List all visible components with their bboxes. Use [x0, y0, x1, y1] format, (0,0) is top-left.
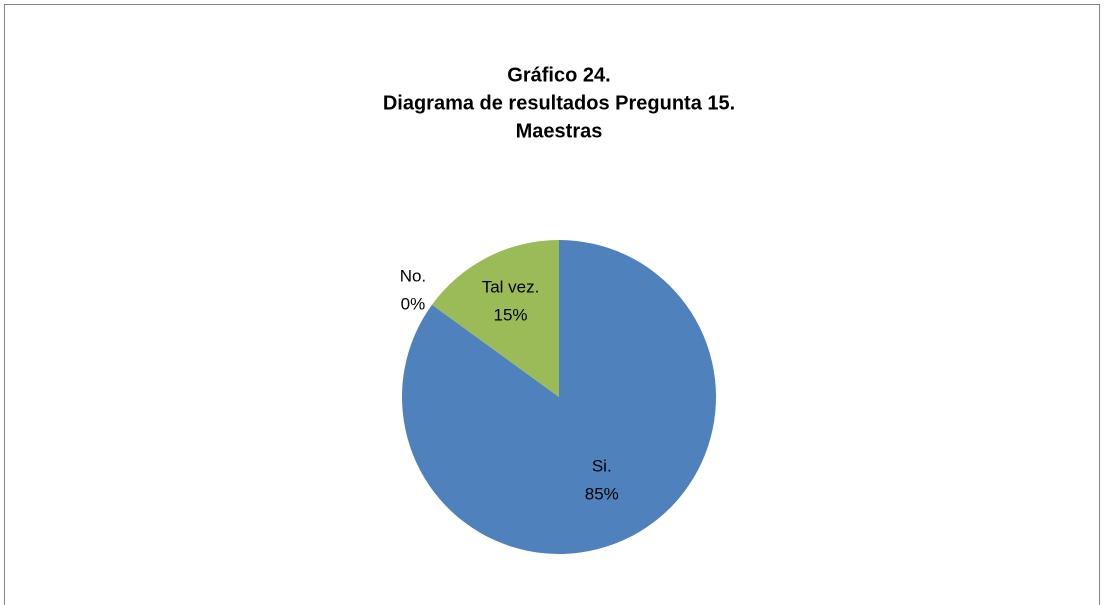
chart-title: Diagrama de resultados Pregunta 15.	[383, 92, 735, 114]
data-label-value: 85%	[585, 484, 619, 503]
data-label: No. 0%	[400, 266, 426, 313]
chart-title: Maestras	[516, 120, 603, 142]
data-label: Tal vez. 15%	[482, 277, 540, 324]
data-label-value: 0%	[401, 294, 426, 313]
data-label-value: 15%	[494, 305, 528, 324]
chart-title: Gráfico 24.	[507, 64, 610, 86]
pie-slice	[431, 240, 559, 397]
data-label-category: Si.	[592, 456, 612, 475]
data-label: Si. 85%	[585, 456, 619, 503]
data-label-category: No.	[400, 266, 426, 285]
data-label-category: Tal vez.	[482, 277, 540, 296]
